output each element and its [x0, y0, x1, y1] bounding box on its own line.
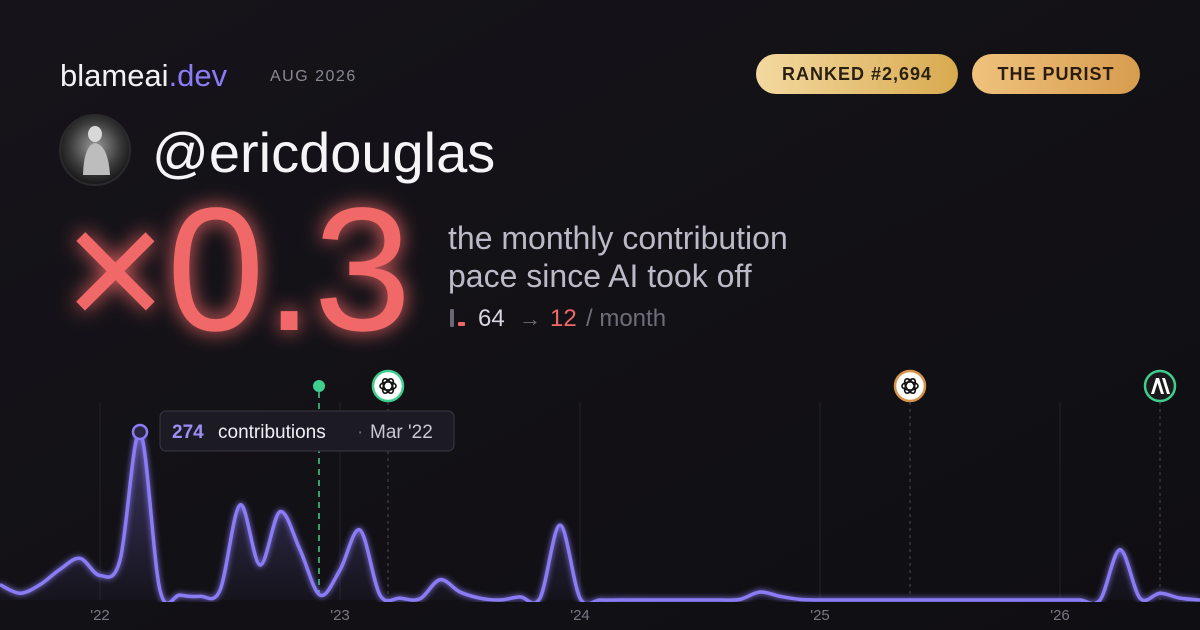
brand: blameai.dev [60, 58, 228, 93]
headline-line: pace since AI took off [448, 258, 752, 294]
x-tick-label: '25 [810, 607, 830, 624]
type-badge-bg [972, 54, 1140, 94]
tooltip-unit: contributions [218, 422, 326, 443]
line-area [0, 431, 1200, 602]
plot [0, 430, 1200, 602]
tooltip-separator: · [357, 422, 363, 443]
line [0, 430, 1200, 602]
headline-line: the monthly contribution [448, 220, 788, 256]
event-dot [313, 380, 325, 392]
highlight-point [131, 423, 149, 441]
x-tick-label: '23 [330, 607, 350, 624]
x-tick-label: '24 [570, 607, 590, 624]
pace-before: 64 [478, 305, 505, 332]
rank-badge: RANKED #2,694 [782, 64, 932, 84]
tooltip: 274 contributions · Mar '22 [159, 410, 455, 452]
pace-after: 12 [550, 305, 577, 332]
tooltip-value: 274 [172, 422, 204, 443]
tooltip-label: Mar '22 [370, 422, 433, 443]
anthropic-icon [1143, 369, 1177, 403]
multiplier: ×0.3 [64, 172, 411, 368]
x-tick-label: '26 [1050, 607, 1070, 624]
events [313, 369, 1177, 600]
tooltip-box [159, 410, 455, 452]
x-tick-label: '22 [90, 607, 110, 624]
x-axis: '22 '23 '24 '25 '26 [90, 607, 1070, 624]
openai-icon [893, 369, 927, 403]
avatar [59, 114, 131, 186]
type-badge: THE PURIST [997, 64, 1114, 84]
rank-badge-bg [756, 54, 958, 94]
period: AUG 2026 [270, 68, 357, 85]
brand-name: blameai [60, 58, 169, 93]
openai-icon [371, 369, 405, 403]
pace-arrow: → [519, 306, 541, 331]
brand-tld: .dev [169, 58, 228, 93]
pace-icon [450, 309, 465, 327]
handle: @ericdouglas [152, 121, 495, 184]
pace-unit: / month [586, 305, 666, 332]
